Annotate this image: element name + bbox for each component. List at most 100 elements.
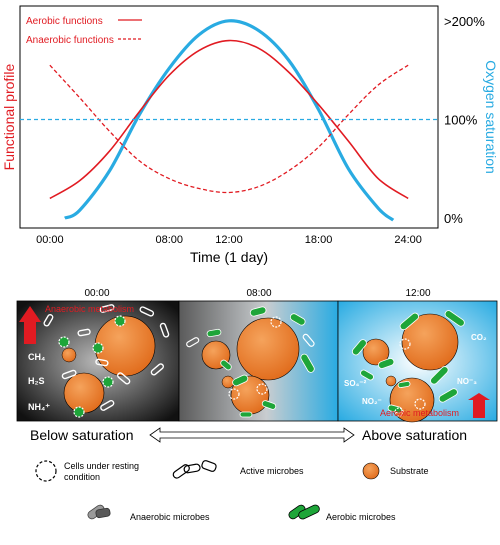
aerobic-microbe [444, 310, 465, 327]
x-tick-label: 08:00 [156, 234, 184, 246]
legend-aerobic-label: Aerobic functions [26, 16, 103, 27]
legend-anaerobic-label: Anaerobic functions [26, 35, 114, 46]
active-microbe [159, 322, 170, 338]
panel-1200-time: 12:00 [405, 288, 430, 299]
substrate-small [385, 375, 397, 387]
key-active: Active microbes [240, 466, 304, 476]
aerobic-microbe [360, 369, 374, 381]
aerobic-microbe [397, 380, 411, 389]
no2-label: NO₂⁻ [362, 397, 382, 406]
anaerobic-metabolism-label: Anaerobic metabolism [45, 304, 134, 314]
x-axis-label: Time (1 day) [190, 249, 268, 265]
resting-cell [399, 338, 411, 350]
substrate-icon [362, 462, 380, 480]
panel-0000: 00:00 Anaerobic metabolism [16, 288, 180, 422]
resting-cell [394, 407, 404, 417]
resting-cell [92, 342, 104, 354]
aerobic-microbe [438, 388, 458, 403]
aerobic-microbe [206, 328, 222, 338]
active-microbe [302, 333, 315, 347]
active-microbe [95, 358, 109, 367]
aerobic-microbe [239, 411, 253, 418]
resting-cell [73, 406, 85, 418]
aerobic-metabolism-label: Aerobic metabolism [380, 408, 459, 418]
panel-0800: 08:00 [178, 288, 339, 422]
so4-label: SO₄⁻² [344, 379, 367, 388]
functional-profile-chart: 00:00 08:00 12:00 18:00 24:00 >200% 100% 0% Ti… [1, 5, 499, 265]
y-axis-right-label: Oxygen saturation [483, 60, 499, 174]
substrate-medium [362, 338, 390, 366]
active-microbe [77, 328, 91, 337]
resting-cell-icon [35, 460, 57, 482]
figure-key: Cells under resting condition Active mic… [35, 460, 429, 522]
active-microbe [186, 337, 200, 348]
substrate-large [236, 317, 300, 381]
ch4-label: CH₄ [28, 352, 45, 362]
panel-0800-time: 08:00 [246, 288, 271, 299]
substrate-large [401, 313, 459, 371]
active-microbe [150, 363, 164, 376]
x-tick-label: 18:00 [305, 234, 333, 246]
active-microbe [61, 369, 77, 380]
panel-1200: 12:00 CO₂ SO₄⁻² NO⁻₃ NO₂⁻ Aerobic metabo… [337, 288, 498, 423]
resting-cell [114, 315, 126, 327]
anaerobic-microbes-icon [87, 504, 111, 520]
aerobic-microbe [300, 353, 315, 373]
active-microbe [99, 304, 115, 313]
aerobic-microbe [399, 312, 419, 331]
resting-cell [256, 383, 268, 395]
aerobic-microbe [220, 359, 232, 371]
series-oxygen-line [64, 19, 395, 222]
active-microbe [117, 372, 131, 385]
substrate-medium [63, 372, 105, 414]
active-microbes-icon [172, 460, 217, 479]
resting-cell [270, 316, 282, 328]
aerobic-microbe [387, 404, 403, 414]
plot-frame [19, 5, 439, 229]
arrow-up-icon [19, 306, 41, 344]
key-aerobic: Aerobic microbes [326, 512, 396, 522]
aerobic-microbe [261, 400, 277, 410]
resting-cell [228, 388, 240, 400]
series-aerobic-line [49, 39, 409, 200]
arrow-up-icon [468, 393, 490, 418]
resting-cell [58, 336, 70, 348]
series-anaerobic-line [49, 64, 409, 194]
nh4-label: NH₄⁺ [28, 402, 50, 412]
resting-cell [102, 376, 114, 388]
saturation-gradient: Below saturation Above saturation [30, 427, 467, 443]
substrate-small [61, 347, 77, 363]
aerobic-microbe [289, 313, 306, 326]
x-tick-label: 00:00 [36, 234, 64, 246]
key-substrate: Substrate [390, 466, 429, 476]
active-microbe [43, 314, 54, 327]
key-resting-line1: Cells under resting [64, 461, 139, 471]
h2s-label: H₂S [28, 376, 45, 386]
key-anaerobic: Anaerobic microbes [130, 512, 210, 522]
aerobic-microbes-icon [288, 504, 320, 520]
x-tick-label: 24:00 [394, 234, 422, 246]
double-arrow-icon [149, 427, 355, 443]
below-saturation-label: Below saturation [30, 427, 134, 443]
y-right-tick-label: 0% [444, 211, 463, 226]
substrate-large [94, 315, 156, 377]
x-tick-label: 12:00 [215, 234, 243, 246]
co2-label: CO₂ [471, 333, 487, 342]
y-right-tick-label: 100% [444, 112, 478, 127]
y-right-tick-label: >200% [444, 14, 485, 29]
aerobic-microbe [430, 366, 449, 385]
key-resting-line2: condition [64, 472, 100, 482]
aerobic-microbe [351, 339, 367, 356]
aerobic-microbe [249, 306, 267, 317]
active-microbe [139, 306, 155, 317]
no3-label: NO⁻₃ [457, 377, 477, 386]
above-saturation-label: Above saturation [362, 427, 467, 443]
active-microbe [100, 399, 115, 411]
resting-cell [414, 398, 426, 410]
aerobic-microbe [378, 358, 395, 369]
y-axis-left-label: Functional profile [1, 63, 17, 170]
aerobic-microbe [232, 374, 249, 387]
panel-0000-time: 00:00 [84, 288, 109, 299]
